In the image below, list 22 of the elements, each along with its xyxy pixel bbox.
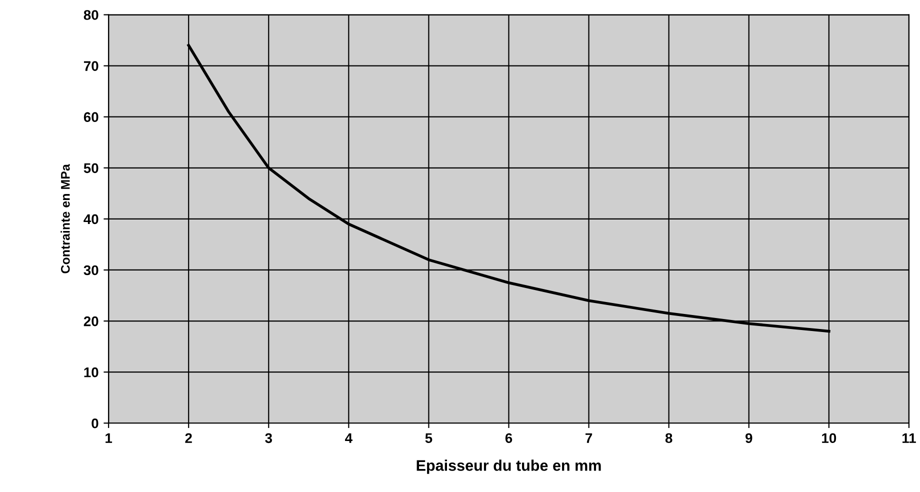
y-tick-label: 20 [84, 316, 98, 326]
x-tick-label: 2 [185, 433, 192, 443]
y-tick-label: 10 [84, 367, 98, 378]
x-tick-label: 1 [106, 433, 112, 443]
y-tick-label: 60 [84, 112, 98, 122]
y-tick-label: 80 [84, 10, 98, 20]
x-tick-label: 3 [265, 433, 272, 444]
x-tick-label: 10 [822, 433, 836, 444]
y-axis-title: Contrainte en MPa [60, 164, 70, 274]
x-tick-label: 7 [586, 433, 592, 443]
x-tick-label: 4 [345, 433, 352, 443]
x-tick-label: 11 [902, 433, 916, 443]
y-tick-label: 50 [84, 163, 98, 174]
x-tick-label: 8 [665, 433, 672, 444]
x-tick-label: 5 [425, 433, 432, 444]
y-tick-label: 0 [92, 418, 98, 428]
x-axis-title: Epaisseur du tube en mm [416, 460, 601, 474]
x-tick-label: 6 [505, 433, 512, 444]
y-tick-label: 30 [84, 265, 98, 276]
y-tick-label: 70 [84, 61, 98, 71]
y-tick-label: 40 [84, 214, 98, 224]
x-tick-label: 9 [746, 433, 752, 444]
